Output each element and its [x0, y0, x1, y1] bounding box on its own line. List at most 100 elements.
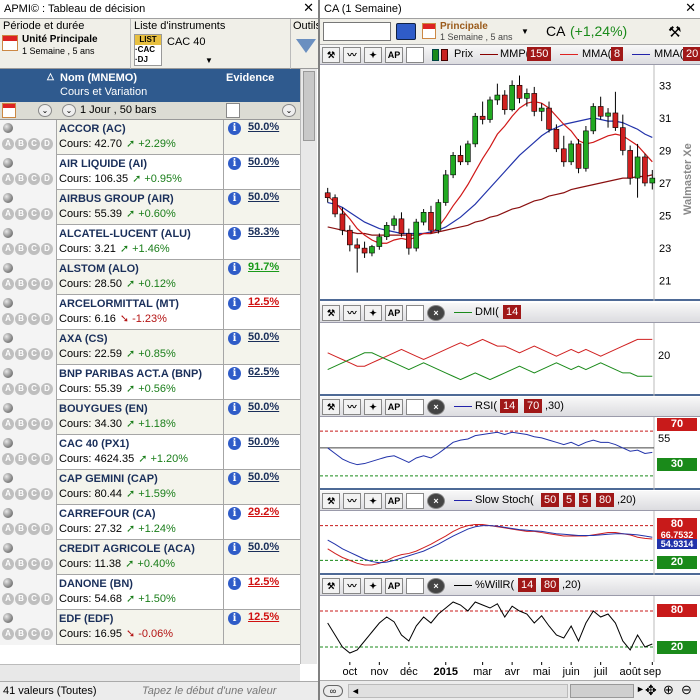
chart-type-icon[interactable]: 〰 — [343, 47, 361, 63]
status-dot-icon[interactable] — [3, 613, 13, 623]
grade-c-icon[interactable]: C — [28, 348, 40, 360]
grade-b-icon[interactable]: B — [15, 628, 27, 640]
info-icon[interactable]: i — [228, 122, 241, 135]
grade-c-icon[interactable]: C — [28, 628, 40, 640]
willr-chart[interactable]: 80 20 — [320, 596, 700, 662]
grade-a-icon[interactable]: A — [2, 593, 14, 605]
evidence-value[interactable]: 12.5% — [248, 296, 280, 308]
close-icon[interactable]: × — [427, 399, 445, 415]
willr-high[interactable]: 80 — [541, 578, 560, 592]
instrument-name[interactable]: ALCATEL-LUCENT (ALU) — [59, 228, 191, 240]
checkbox-icon[interactable] — [406, 578, 424, 594]
grade-a-icon[interactable]: A — [2, 173, 14, 185]
grade-d-icon[interactable]: D — [41, 243, 53, 255]
mma1-period[interactable]: 8 — [611, 47, 624, 61]
rsi-high[interactable]: 70 — [524, 399, 543, 413]
stoch-chart-svg[interactable] — [320, 511, 700, 575]
grade-d-icon[interactable]: D — [41, 488, 53, 500]
status-dot-icon[interactable] — [3, 473, 13, 483]
evidence-value[interactable]: 50.0% — [248, 436, 280, 448]
table-row[interactable]: A B C D BNP PARIBAS ACT.A (BNP) Cours: 55.39 ➚… — [0, 365, 300, 400]
tools-icon[interactable]: ⚒ — [668, 24, 682, 41]
instrument-name[interactable]: CARREFOUR (CA) — [59, 508, 156, 520]
grade-b-icon[interactable]: B — [15, 313, 27, 325]
hammer-icon[interactable]: ⚒ — [322, 493, 340, 509]
grade-a-icon[interactable]: A — [2, 558, 14, 570]
grade-d-icon[interactable]: D — [41, 558, 53, 570]
table-row[interactable]: A B C D AIR LIQUIDE (AI) Cours: 106.35 ➚ +0.95%… — [0, 155, 300, 190]
evidence-value[interactable]: 91.7% — [248, 261, 280, 273]
evidence-value[interactable]: 50.0% — [248, 191, 280, 203]
info-icon[interactable]: i — [228, 157, 241, 170]
stoch-p1[interactable]: 50 — [541, 493, 560, 507]
status-dot-icon[interactable] — [3, 158, 13, 168]
magic-icon[interactable]: ✦ — [364, 493, 382, 509]
status-dot-icon[interactable] — [3, 333, 13, 343]
grade-c-icon[interactable]: C — [28, 313, 40, 325]
grade-a-icon[interactable]: A — [2, 488, 14, 500]
status-dot-icon[interactable] — [3, 193, 13, 203]
table-row[interactable]: A B C D CAC 40 (PX1) Cours: 4624.35 ➚ +1.20% i 50… — [0, 435, 300, 470]
close-icon[interactable]: ✕ — [303, 1, 314, 16]
info-icon[interactable]: i — [228, 227, 241, 240]
evidence-value[interactable]: 50.0% — [248, 331, 280, 343]
grade-c-icon[interactable]: C — [28, 208, 40, 220]
symbol-search-input[interactable] — [323, 22, 391, 41]
dmi-chart-svg[interactable] — [320, 323, 700, 396]
grade-c-icon[interactable]: C — [28, 593, 40, 605]
grade-a-icon[interactable]: A — [2, 523, 14, 535]
time-scrollbar[interactable]: ◄ — [348, 684, 568, 698]
grade-a-icon[interactable]: A — [2, 313, 14, 325]
link-icon[interactable]: ∞ — [323, 685, 343, 697]
table-row[interactable]: A B C D AXA (CS) Cours: 22.59 ➚ +0.85% i 50.0% — [0, 330, 300, 365]
time-scroll-thumb[interactable] — [570, 684, 634, 698]
checkbox-icon[interactable] — [406, 305, 424, 321]
evidence-value[interactable]: 58.3% — [248, 226, 280, 238]
hammer-icon[interactable]: ⚒ — [322, 47, 340, 63]
ap-icon[interactable]: AP — [385, 47, 403, 63]
dmi-period[interactable]: 14 — [503, 305, 522, 319]
calendar-icon[interactable] — [2, 103, 16, 118]
mma2-period[interactable]: 20 — [683, 47, 700, 61]
instrument-name[interactable]: DANONE (BN) — [59, 578, 133, 590]
grade-b-icon[interactable]: B — [15, 453, 27, 465]
instrument-name[interactable]: CAP GEMINI (CAP) — [59, 473, 158, 485]
grade-d-icon[interactable]: D — [41, 278, 53, 290]
checkbox-icon[interactable] — [406, 47, 424, 63]
chevron-down-icon[interactable]: ⌄ — [282, 104, 296, 117]
calendar-icon[interactable] — [2, 35, 18, 51]
grade-c-icon[interactable]: C — [28, 523, 40, 535]
info-icon[interactable]: i — [228, 472, 241, 485]
grade-b-icon[interactable]: B — [15, 208, 27, 220]
grade-c-icon[interactable]: C — [28, 278, 40, 290]
grade-d-icon[interactable]: D — [41, 383, 53, 395]
table-row[interactable]: A B C D ARCELORMITTAL (MT) Cours: 6.16 ➘ -1.23%… — [0, 295, 300, 330]
table-row[interactable]: A B C D ACCOR (AC) Cours: 42.70 ➚ +2.29% i 50.0% — [0, 120, 300, 155]
table-row[interactable]: A B C D ALCATEL-LUCENT (ALU) Cours: 3.21 ➚ +1.4… — [0, 225, 300, 260]
dmi-chart[interactable]: 20 — [320, 323, 700, 396]
move-icon[interactable]: ✥ — [645, 682, 657, 698]
magic-icon[interactable]: ✦ — [364, 578, 382, 594]
grade-a-icon[interactable]: A — [2, 453, 14, 465]
grade-a-icon[interactable]: A — [2, 628, 14, 640]
stoch-chart[interactable]: 80 66.7532 54.9314 20 — [320, 511, 700, 575]
ap-icon[interactable]: AP — [385, 493, 403, 509]
chart-type-icon[interactable]: 〰 — [343, 578, 361, 594]
stoch-p3[interactable]: 5 — [579, 493, 592, 507]
instrument-name[interactable]: CAC 40 (PX1) — [59, 438, 130, 450]
chart-type-icon[interactable]: 〰 — [343, 493, 361, 509]
close-icon[interactable]: × — [427, 578, 445, 594]
grade-b-icon[interactable]: B — [15, 278, 27, 290]
grade-b-icon[interactable]: B — [15, 138, 27, 150]
instrument-name[interactable]: EDF (EDF) — [59, 613, 114, 625]
grade-b-icon[interactable]: B — [15, 558, 27, 570]
ap-icon[interactable]: AP — [385, 399, 403, 415]
instrument-name[interactable]: ARCELORMITTAL (MT) — [59, 298, 179, 310]
period-value[interactable]: Unité Principale — [22, 34, 98, 45]
instrument-name[interactable]: AIRBUS GROUP (AIR) — [59, 193, 174, 205]
table-row[interactable]: A B C D CAP GEMINI (CAP) Cours: 80.44 ➚ +1.59% i… — [0, 470, 300, 505]
scroll-right-icon[interactable]: ► — [636, 684, 645, 694]
magic-icon[interactable]: ✦ — [364, 399, 382, 415]
info-icon[interactable]: i — [228, 542, 241, 555]
table-row[interactable]: A B C D EDF (EDF) Cours: 16.95 ➘ -0.06% i 12.5% — [0, 610, 300, 645]
